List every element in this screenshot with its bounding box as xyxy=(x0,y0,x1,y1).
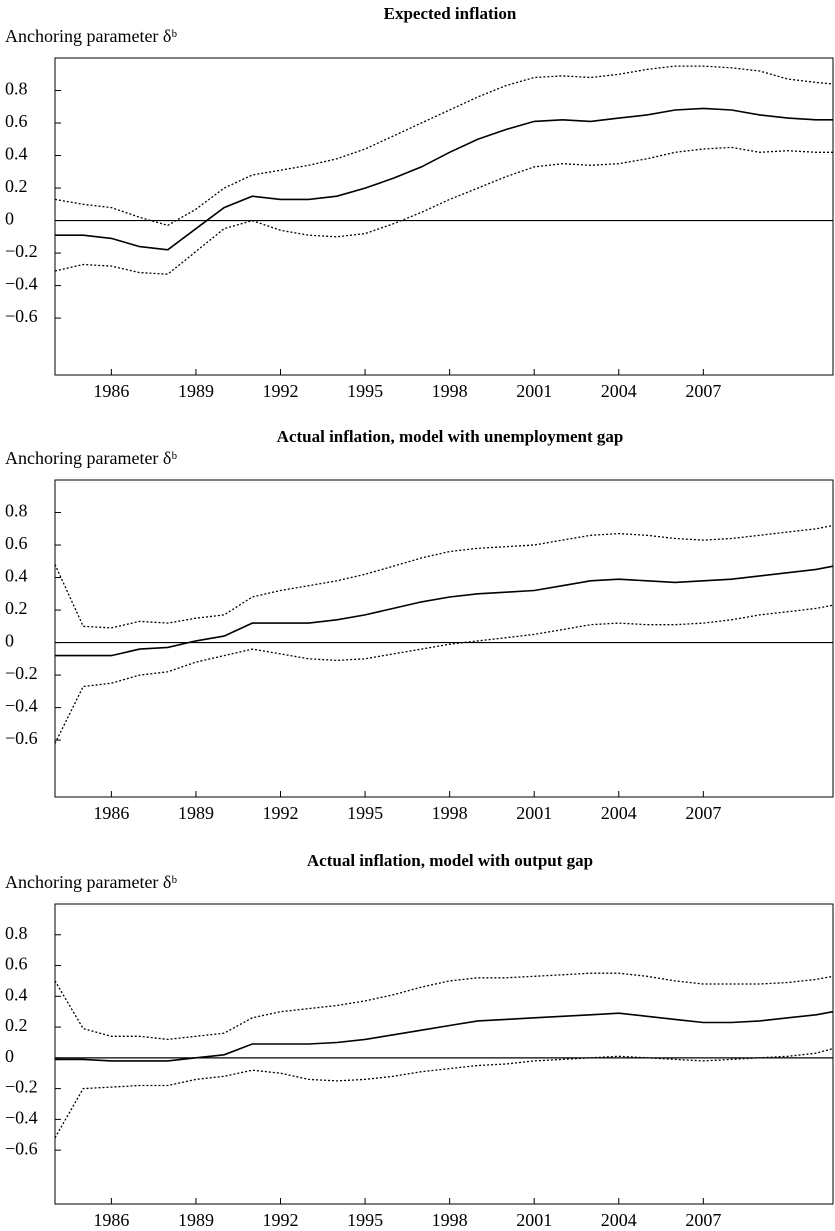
x-tick-label: 1998 xyxy=(432,803,468,823)
y-tick-label: −0.6 xyxy=(5,1138,38,1158)
x-tick-label: 1992 xyxy=(263,803,299,823)
x-tick-label: 1986 xyxy=(93,381,129,401)
x-tick-label: 1986 xyxy=(93,1210,129,1230)
plot-frame xyxy=(54,903,834,1205)
x-tick-label: 1995 xyxy=(347,1210,383,1230)
y-tick-label: 0.4 xyxy=(5,566,28,586)
y-tick-label: −0.6 xyxy=(5,728,38,748)
estimate-line xyxy=(55,1010,834,1062)
y-tick-label: 0.8 xyxy=(5,501,28,521)
y-tick-label: 0.4 xyxy=(5,984,28,1004)
x-tick-label: 1998 xyxy=(432,381,468,401)
x-tick-label: 1989 xyxy=(178,1210,214,1230)
y-tick-label: −0.2 xyxy=(5,663,38,683)
y-tick-label: 0.2 xyxy=(5,1015,28,1035)
x-tick-label: 1989 xyxy=(178,381,214,401)
y-tick-label: −0.6 xyxy=(5,306,38,326)
chart-title: Actual inflation, model with output gap xyxy=(307,851,593,870)
band-line xyxy=(54,524,834,629)
y-tick-label: −0.4 xyxy=(5,1108,38,1128)
band-line xyxy=(54,972,834,1041)
x-tick-label: 2004 xyxy=(601,1210,637,1230)
y-axis-label: Anchoring parameter δᵇ xyxy=(5,872,177,892)
y-tick-label: 0.6 xyxy=(5,111,28,131)
plot-frame xyxy=(54,479,834,798)
band-line xyxy=(54,604,834,744)
y-tick-label: 0 xyxy=(5,631,14,651)
band-line xyxy=(54,65,834,227)
estimate-line xyxy=(55,107,833,251)
chart-title: Expected inflation xyxy=(384,4,517,23)
estimate-line xyxy=(55,565,834,657)
y-tick-label: 0.4 xyxy=(5,144,28,164)
plot-frame xyxy=(54,57,834,376)
x-tick-label: 2007 xyxy=(685,381,721,401)
chart-title: Actual inflation, model with unemploymen… xyxy=(277,427,624,446)
x-tick-label: 1998 xyxy=(432,1210,468,1230)
x-tick-label: 2007 xyxy=(685,803,721,823)
y-tick-label: 0 xyxy=(5,1046,14,1066)
x-tick-label: 1986 xyxy=(93,803,129,823)
y-tick-label: −0.2 xyxy=(5,1077,38,1097)
y-tick-label: 0.2 xyxy=(5,598,28,618)
y-tick-label: 0.6 xyxy=(5,533,28,553)
x-tick-label: 1989 xyxy=(178,803,214,823)
y-tick-label: 0.8 xyxy=(5,79,28,99)
y-axis-label: Anchoring parameter δᵇ xyxy=(5,448,177,468)
y-tick-label: −0.4 xyxy=(5,696,38,716)
y-tick-label: 0.6 xyxy=(5,954,28,974)
x-tick-label: 2001 xyxy=(516,381,552,401)
x-tick-label: 1995 xyxy=(347,381,383,401)
x-tick-label: 2001 xyxy=(516,1210,552,1230)
x-tick-label: 2004 xyxy=(601,381,637,401)
band-line xyxy=(54,1047,834,1139)
y-tick-label: −0.2 xyxy=(5,241,38,261)
y-axis-label: Anchoring parameter δᵇ xyxy=(5,26,177,46)
y-tick-label: −0.4 xyxy=(5,274,38,294)
y-tick-label: 0.2 xyxy=(5,176,28,196)
x-tick-label: 1992 xyxy=(263,381,299,401)
y-tick-label: 0.8 xyxy=(5,923,28,943)
y-tick-label: 0 xyxy=(5,209,14,229)
x-tick-label: 2004 xyxy=(601,803,637,823)
x-tick-label: 1992 xyxy=(263,1210,299,1230)
band-line xyxy=(54,146,833,275)
x-tick-label: 1995 xyxy=(347,803,383,823)
x-tick-label: 2007 xyxy=(685,1210,721,1230)
x-tick-label: 2001 xyxy=(516,803,552,823)
